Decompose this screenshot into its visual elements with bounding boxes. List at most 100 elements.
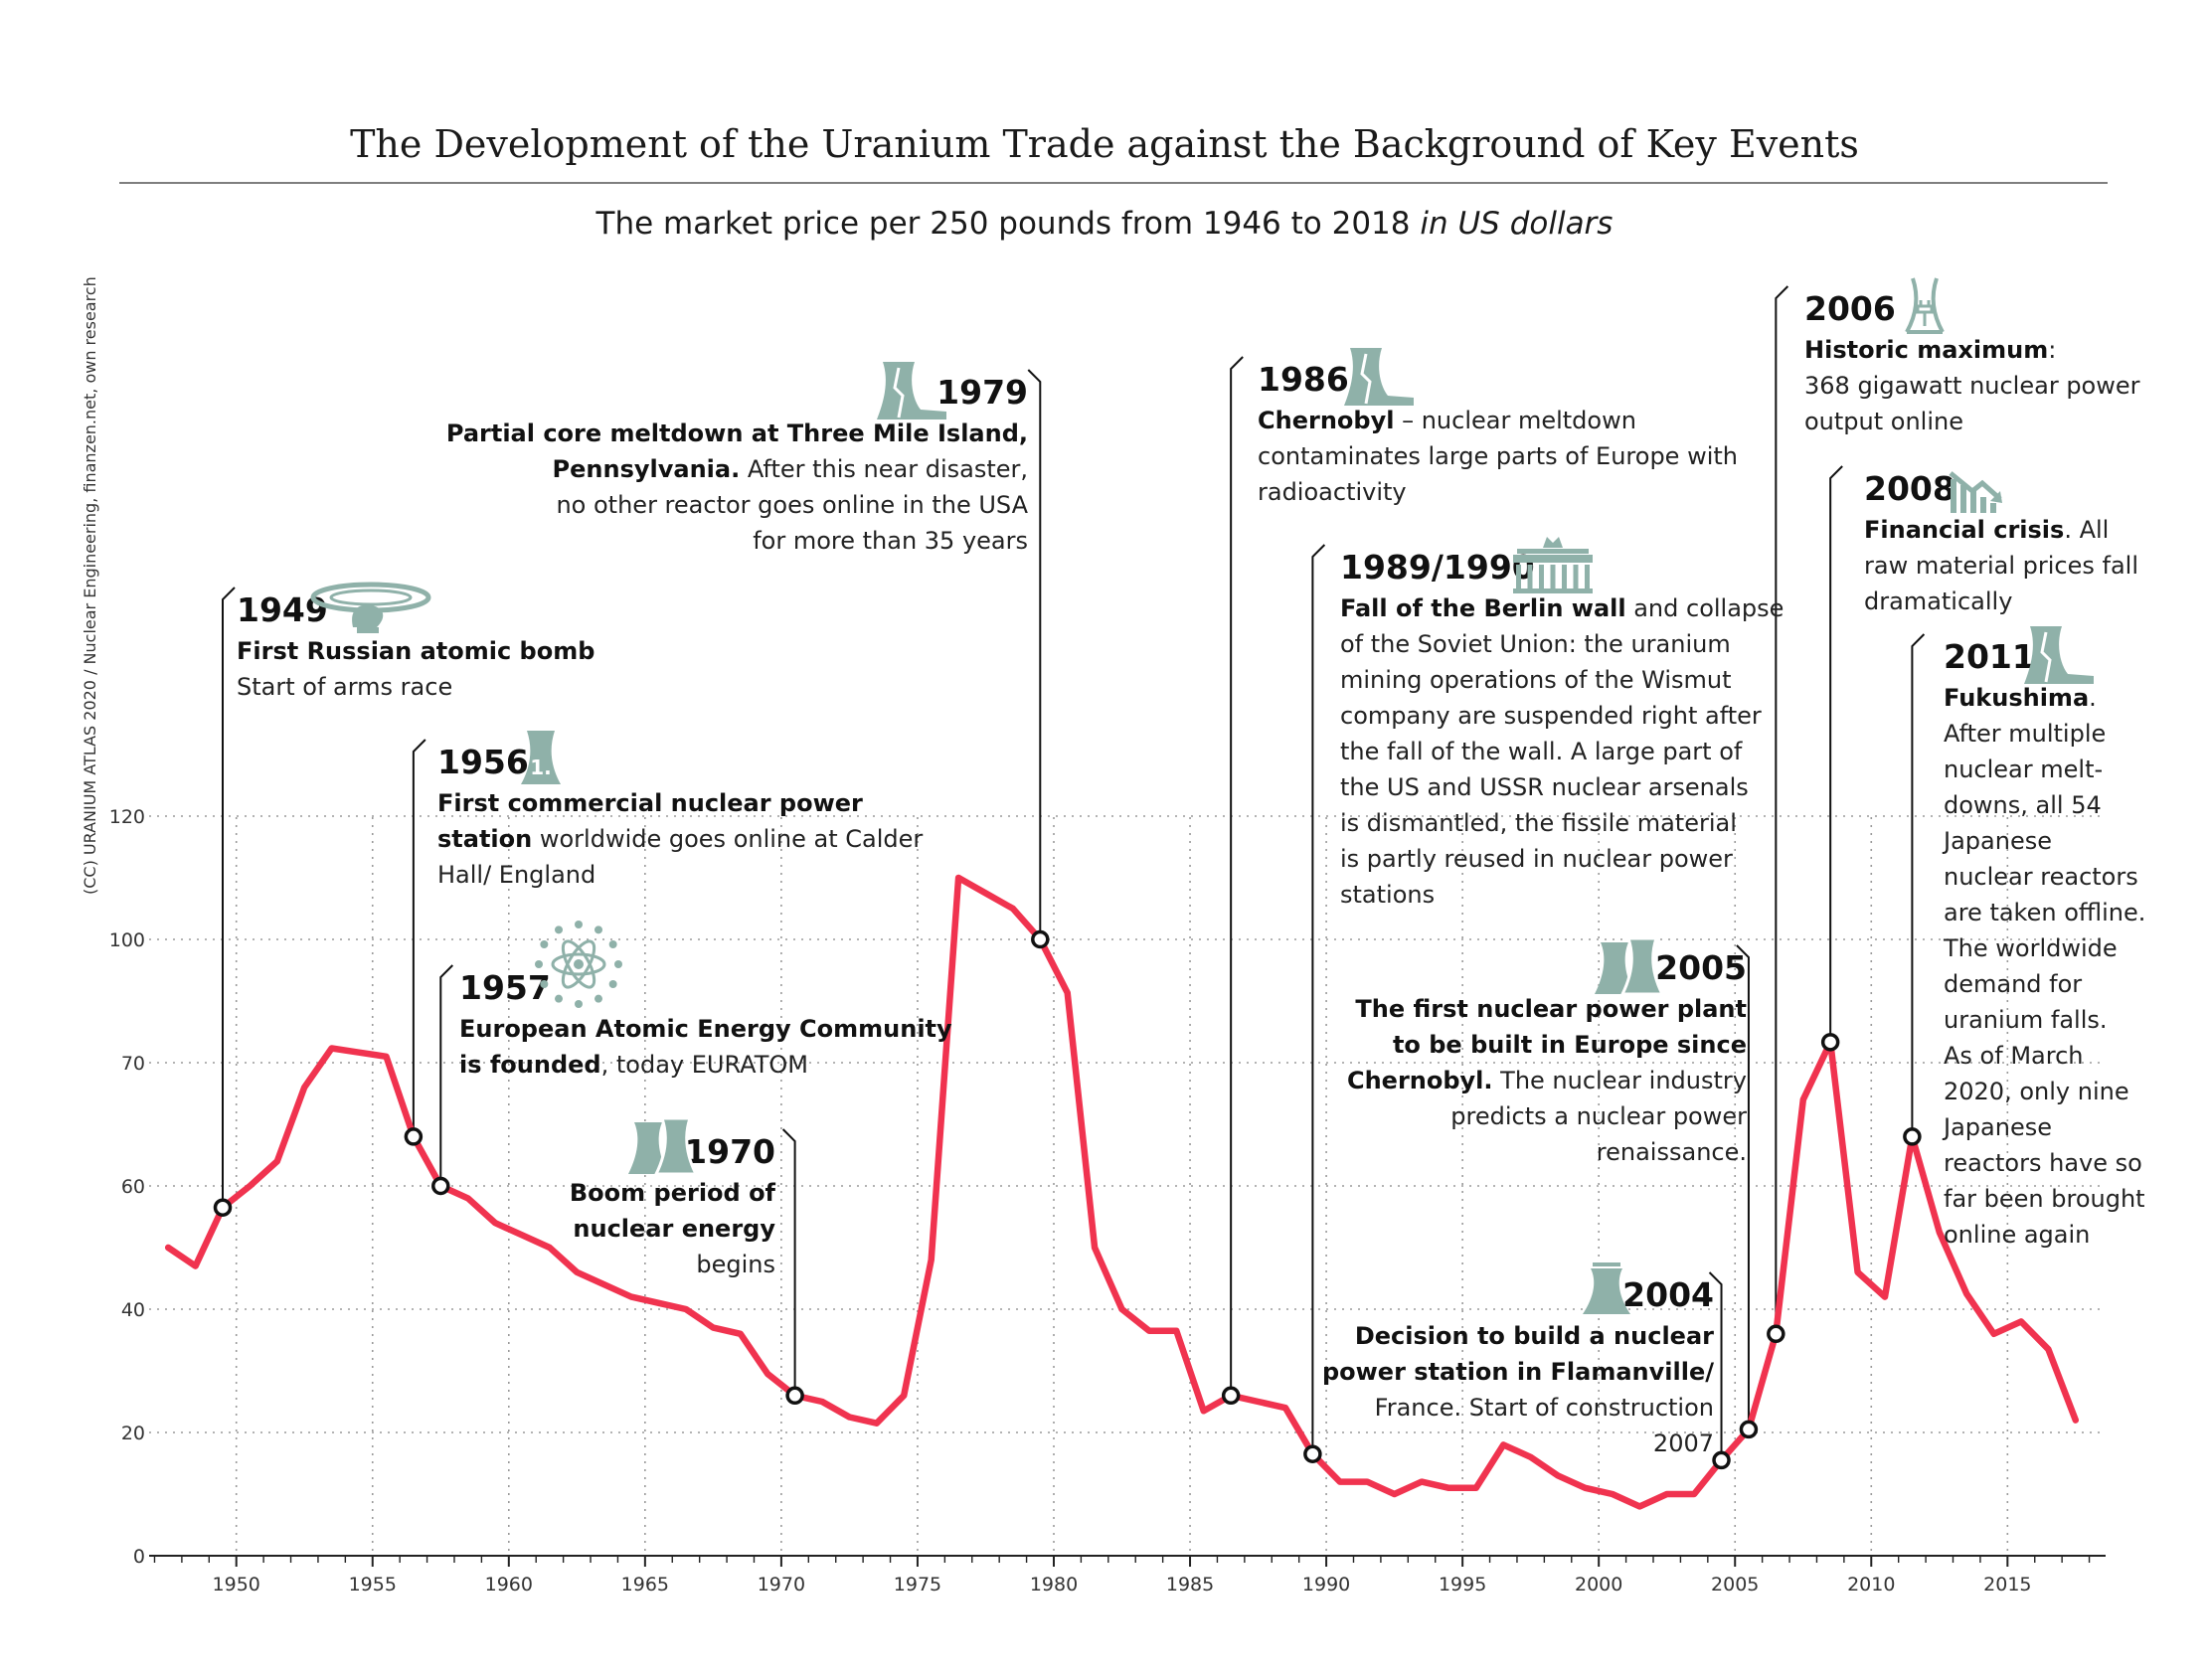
event-description-line: dramatically: [1864, 588, 2012, 615]
event-year: 1986: [1258, 360, 1349, 399]
event-description-line: France. Start of construction: [1375, 1394, 1714, 1422]
event-marker: [431, 1176, 450, 1196]
axes: 0 20 40 60 70 100 120 1950 1955 1960 1965 1970 1975 1…: [109, 806, 2106, 1596]
event-description-line: Historic maximum:: [1804, 336, 2056, 364]
event-description-line: far been brought: [1944, 1185, 2145, 1213]
event-description-line: output online: [1804, 408, 1963, 435]
event-1979: 1979 Partial core meltdown at Three Mile …: [446, 362, 1029, 555]
event-description-line: Japanese: [1942, 827, 2052, 855]
event-description-line: uranium falls.: [1944, 1006, 2108, 1034]
event-description-line: The first nuclear power plant: [1355, 995, 1747, 1023]
event-year: 2008: [1864, 469, 1955, 508]
event-description-line: Boom period of: [570, 1179, 776, 1207]
event-1957: 1957 European Atomic Energy Community is f…: [459, 921, 952, 1079]
event-description-line: radioactivity: [1258, 478, 1407, 506]
event-description-line: are taken offline.: [1944, 899, 2145, 926]
svg-text:1.: 1.: [530, 756, 552, 779]
x-tick-label: 1990: [1302, 1574, 1350, 1596]
cooling-towers-icon: [628, 1116, 699, 1176]
event-description-line: The worldwide: [1943, 934, 2118, 962]
leader-line: [412, 739, 426, 1137]
event-1956: 1956 1. First commercial nuclear power stat…: [437, 731, 923, 889]
event-description-line: demand for: [1944, 970, 2082, 998]
event-year: 2005: [1655, 948, 1747, 987]
event-description-line: Chernobyl – nuclear meltdown: [1258, 407, 1636, 434]
event-2006: 2006 Historic maximum: 368 gigawatt nuclea…: [1804, 277, 2140, 435]
event-markers: [213, 929, 1922, 1470]
event-marker: [1712, 1450, 1731, 1470]
event-description-line: Partial core meltdown at Three Mile Isla…: [446, 420, 1028, 447]
x-tick-label: 2015: [1983, 1574, 2031, 1596]
x-tick-label: 1985: [1166, 1574, 1214, 1596]
event-description-line: no other reactor goes online in the USA: [556, 491, 1028, 519]
event-marker: [1303, 1444, 1322, 1463]
event-description-line: mining operations of the Wismut: [1340, 666, 1732, 694]
price-series: [164, 874, 2080, 1510]
x-tick-label: 1975: [894, 1574, 941, 1596]
event-description-line: contaminates large parts of Europe with: [1258, 442, 1738, 470]
event-description-line: Japanese: [1942, 1113, 2052, 1141]
event-description-line: is partly reused in nuclear power: [1340, 845, 1733, 873]
event-marker: [1903, 1127, 1922, 1146]
event-description-line: station worldwide goes online at Calder: [437, 825, 923, 853]
event-description-line: After multiple: [1944, 720, 2106, 748]
leader-line: [1911, 633, 1926, 1137]
tower-plug-icon: [1905, 277, 1945, 334]
event-marker: [1767, 1324, 1785, 1344]
event-description-line: First Russian atomic bomb: [237, 637, 595, 665]
x-tick-label: 1960: [485, 1574, 533, 1596]
event-marker: [1031, 929, 1050, 949]
event-description-line: Start of arms race: [237, 673, 452, 701]
reactor-tower-number-icon: 1.: [521, 731, 561, 784]
event-year: 1979: [936, 373, 1028, 412]
event-year: 1989/1990: [1340, 548, 1535, 587]
event-marker: [1739, 1420, 1759, 1439]
event-marker: [1820, 1033, 1840, 1052]
brandenburg-gate-icon: [1513, 537, 1593, 593]
x-tick-label: 1970: [758, 1574, 805, 1596]
leader-line: [222, 587, 236, 1208]
cooling-tower-icon: [1583, 1262, 1630, 1314]
x-tick-label: 1980: [1030, 1574, 1078, 1596]
event-description-line: stations: [1340, 881, 1435, 909]
event-description-line: to be built in Europe since: [1393, 1031, 1747, 1059]
event-description-line: Pennsylvania. After this near disaster,: [553, 455, 1028, 483]
chart-subtitle: The market price per 250 pounds from 194…: [595, 206, 1614, 242]
damaged-tower-icon: [1344, 348, 1414, 406]
leader-line: [1708, 1271, 1723, 1460]
leader-line: [1829, 465, 1843, 1043]
event-description-line: 2007: [1653, 1429, 1714, 1457]
x-tick-label: 1965: [621, 1574, 669, 1596]
event-description-line: downs, all 54: [1944, 791, 2102, 819]
x-tick-label: 2000: [1575, 1574, 1622, 1596]
x-tick-label: 2010: [1847, 1574, 1895, 1596]
event-description-line: Fukushima.: [1944, 684, 2097, 712]
x-tick-label: 1950: [213, 1574, 260, 1596]
event-year: 2011: [1944, 637, 2035, 676]
event-description-line: reactors have so: [1944, 1149, 2142, 1177]
event-year: 1970: [684, 1132, 775, 1171]
x-tick-label: 1955: [349, 1574, 397, 1596]
y-tick-label: 70: [121, 1053, 145, 1075]
event-description-line: renaissance.: [1597, 1138, 1747, 1166]
event-description-line: As of March: [1944, 1042, 2083, 1070]
source-credit: (CC) URANIUM ATLAS 2020 / Nuclear Engine…: [81, 276, 99, 895]
leader-line: [439, 964, 453, 1186]
chart-title: The Development of the Uranium Trade aga…: [350, 122, 1859, 166]
event-description-line: Decision to build a nuclear: [1355, 1322, 1714, 1350]
event-description-line: of the Soviet Union: the uranium: [1340, 630, 1731, 658]
event-marker: [404, 1127, 424, 1146]
falling-chart-icon: [1949, 471, 2002, 513]
event-year: 1956: [437, 743, 529, 781]
event-description-line: nuclear energy: [573, 1215, 775, 1243]
leader-line: [1736, 944, 1750, 1429]
event-2005: 2005 The first nuclear power plant to be b…: [1347, 936, 1747, 1166]
helicopter-icon: [310, 582, 431, 633]
event-description-line: nuclear melt-: [1944, 756, 2103, 783]
leader-line: [1230, 356, 1244, 1396]
atom-stars-icon: [535, 921, 622, 1008]
event-description-line: Hall/ England: [437, 861, 595, 889]
event-leader-lines: [222, 285, 1926, 1460]
event-marker: [785, 1386, 804, 1406]
